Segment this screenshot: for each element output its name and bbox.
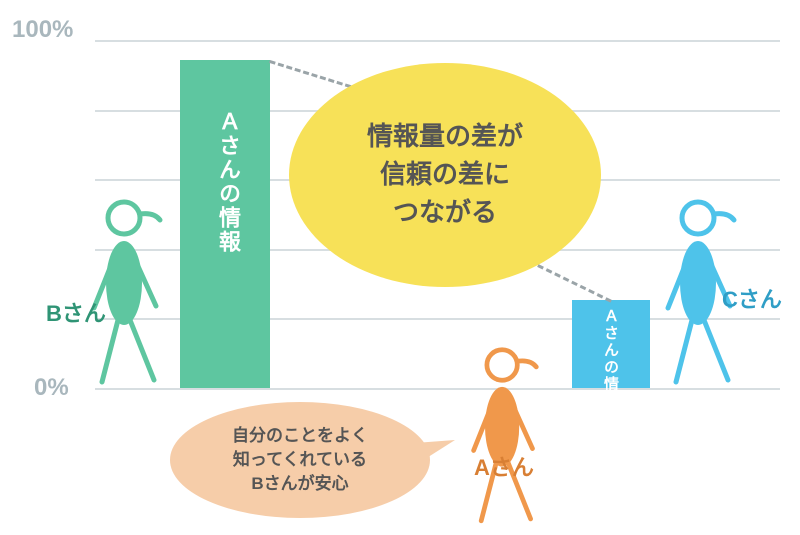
person-a [466, 346, 552, 527]
speech-bubble-body: 自分のことをよく知ってくれているBさんが安心 [170, 402, 430, 518]
person-c-label: Cさん [722, 282, 782, 314]
speech-bubble-text: 自分のことをよく知ってくれているBさんが安心 [232, 424, 368, 495]
person-a-label: Aさん [474, 450, 534, 482]
person-b-label: Bさん [46, 296, 106, 328]
infographic-stage: { "canvas": { "width": 800, "height": 53… [0, 0, 800, 535]
person-b [86, 198, 176, 388]
